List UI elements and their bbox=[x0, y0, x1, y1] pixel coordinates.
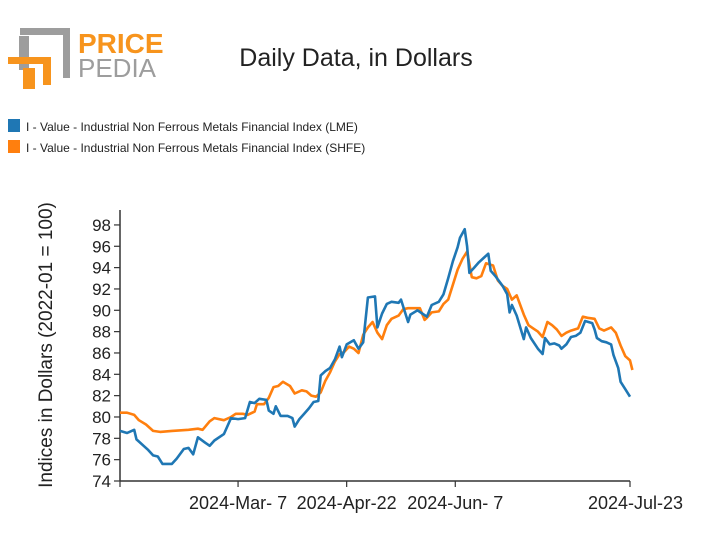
series-layer bbox=[119, 227, 634, 466]
x-axis-ticks: 2024-Mar- 7 2024-Apr-22 2024-Jun- 7 2024-Ju… bbox=[119, 481, 683, 513]
y-axis-label: Indices in Dollars (2022-01 = 100) bbox=[36, 202, 57, 488]
x-tick-label: 2024-Apr-22 bbox=[297, 493, 397, 513]
y-axis-ticks: 74 76 78 80 82 84 86 88 90 92 94 96 98 bbox=[92, 216, 120, 491]
x-tick-label: 2024-Jun- 7 bbox=[407, 493, 503, 513]
y-tick-label: 88 bbox=[92, 323, 111, 342]
x-tick-label: 2024-Mar- 7 bbox=[189, 493, 287, 513]
y-tick-label: 80 bbox=[92, 408, 111, 427]
y-tick-label: 76 bbox=[92, 451, 111, 470]
pricepedia-logo: PRICE PEDIA bbox=[8, 28, 164, 89]
y-tick-label: 82 bbox=[92, 387, 111, 406]
y-tick-label: 74 bbox=[92, 472, 111, 491]
chart-title: Daily Data, in Dollars bbox=[239, 44, 472, 72]
series-line-shfe bbox=[120, 250, 634, 434]
logo-word-top: PRICE bbox=[78, 28, 164, 59]
y-tick-label: 84 bbox=[92, 365, 111, 384]
series-line-lme bbox=[119, 227, 632, 466]
legend: I - Value - Industrial Non Ferrous Metal… bbox=[8, 119, 365, 155]
logo-word-bottom: PEDIA bbox=[78, 53, 157, 83]
legend-label-lme: I - Value - Industrial Non Ferrous Metal… bbox=[26, 120, 358, 134]
logo-mark-icon bbox=[8, 28, 70, 89]
y-tick-label: 96 bbox=[92, 237, 111, 256]
y-tick-label: 86 bbox=[92, 344, 111, 363]
y-tick-label: 78 bbox=[92, 429, 111, 448]
y-tick-label: 98 bbox=[92, 216, 111, 235]
legend-swatch-shfe bbox=[8, 140, 20, 153]
y-tick-label: 94 bbox=[92, 259, 111, 278]
y-tick-label: 90 bbox=[92, 301, 111, 320]
legend-label-shfe: I - Value - Industrial Non Ferrous Metal… bbox=[26, 141, 365, 155]
y-tick-label: 92 bbox=[92, 280, 111, 299]
x-tick-label: 2024-Jul-23 bbox=[588, 493, 683, 513]
legend-swatch-lme bbox=[8, 119, 20, 132]
